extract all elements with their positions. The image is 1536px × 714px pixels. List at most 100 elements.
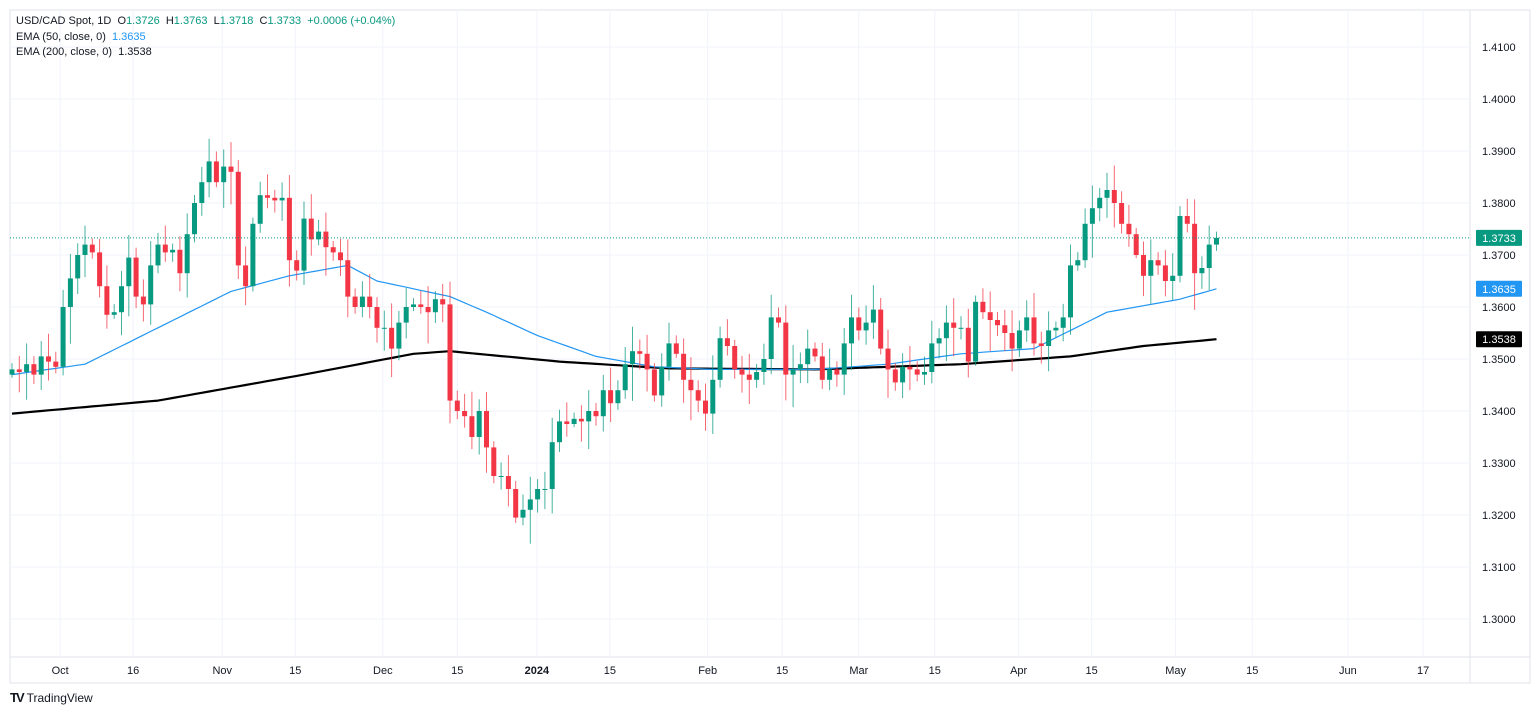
- candle[interactable]: [805, 329, 811, 384]
- candle[interactable]: [987, 291, 993, 352]
- candle[interactable]: [549, 417, 555, 514]
- symbol-label[interactable]: USD/CAD Spot, 1D: [16, 15, 112, 27]
- candle[interactable]: [907, 346, 913, 391]
- candle[interactable]: [936, 328, 942, 359]
- candle[interactable]: [812, 342, 818, 362]
- candle[interactable]: [381, 310, 387, 351]
- candle[interactable]: [673, 335, 679, 358]
- candle[interactable]: [462, 393, 468, 428]
- candle[interactable]: [958, 316, 964, 340]
- candle[interactable]: [710, 355, 716, 434]
- candle[interactable]: [345, 239, 351, 318]
- candle[interactable]: [286, 175, 292, 287]
- candle[interactable]: [783, 305, 789, 401]
- candle[interactable]: [75, 243, 81, 294]
- candle[interactable]: [206, 138, 212, 198]
- candle[interactable]: [900, 353, 906, 399]
- candle[interactable]: [170, 243, 176, 262]
- candle[interactable]: [352, 288, 358, 314]
- candle[interactable]: [221, 149, 227, 208]
- candle[interactable]: [703, 383, 708, 431]
- candle[interactable]: [571, 412, 577, 428]
- candle[interactable]: [126, 234, 132, 317]
- candle[interactable]: [432, 291, 438, 323]
- candle[interactable]: [177, 236, 183, 292]
- candle[interactable]: [38, 341, 44, 390]
- candle[interactable]: [841, 328, 847, 396]
- candle[interactable]: [995, 311, 1000, 336]
- candle[interactable]: [688, 357, 694, 421]
- candle[interactable]: [630, 326, 635, 401]
- candle[interactable]: [505, 455, 511, 507]
- candle[interactable]: [60, 289, 66, 376]
- candle[interactable]: [1053, 321, 1059, 338]
- candle[interactable]: [1126, 204, 1132, 247]
- candle[interactable]: [608, 367, 614, 423]
- candle[interactable]: [1038, 331, 1044, 364]
- candle[interactable]: [235, 160, 241, 280]
- candle[interactable]: [1060, 303, 1066, 342]
- candle[interactable]: [695, 380, 701, 413]
- candle[interactable]: [140, 279, 146, 322]
- candle[interactable]: [776, 307, 781, 328]
- candle[interactable]: [374, 297, 380, 343]
- candle[interactable]: [148, 240, 154, 325]
- candle[interactable]: [878, 297, 884, 355]
- candle[interactable]: [520, 494, 526, 526]
- candle[interactable]: [1009, 310, 1015, 372]
- candle[interactable]: [1141, 241, 1146, 297]
- candle[interactable]: [359, 281, 365, 318]
- candle[interactable]: [389, 303, 395, 378]
- candle[interactable]: [403, 288, 409, 339]
- candle[interactable]: [192, 194, 197, 243]
- candle[interactable]: [637, 339, 643, 370]
- candle[interactable]: [856, 307, 862, 341]
- candle[interactable]: [914, 361, 920, 382]
- candle[interactable]: [724, 319, 730, 356]
- candle[interactable]: [542, 471, 548, 510]
- candle[interactable]: [301, 201, 307, 285]
- candle[interactable]: [892, 363, 898, 391]
- candle[interactable]: [754, 363, 760, 388]
- candle[interactable]: [97, 238, 103, 298]
- candle[interactable]: [761, 343, 767, 385]
- candle[interactable]: [447, 281, 453, 424]
- candle[interactable]: [162, 225, 168, 262]
- candle[interactable]: [1199, 256, 1205, 289]
- candle[interactable]: [1119, 191, 1125, 234]
- candle[interactable]: [265, 174, 270, 209]
- candle[interactable]: [367, 273, 373, 319]
- candle[interactable]: [651, 363, 657, 402]
- candle[interactable]: [469, 391, 475, 450]
- candle[interactable]: [1075, 252, 1081, 271]
- candle[interactable]: [659, 353, 665, 407]
- candle[interactable]: [1170, 253, 1176, 300]
- candle[interactable]: [323, 212, 329, 276]
- candle[interactable]: [155, 232, 161, 274]
- candle[interactable]: [1031, 292, 1037, 356]
- candle[interactable]: [82, 225, 88, 278]
- candle[interactable]: [870, 285, 876, 339]
- candle[interactable]: [943, 305, 949, 362]
- candle[interactable]: [1162, 250, 1168, 297]
- candle[interactable]: [593, 402, 599, 426]
- candle[interactable]: [498, 462, 504, 490]
- candle[interactable]: [644, 334, 650, 392]
- candle[interactable]: [834, 361, 840, 387]
- candle[interactable]: [578, 405, 584, 442]
- candle[interactable]: [67, 253, 73, 344]
- candle[interactable]: [513, 480, 519, 523]
- candle[interactable]: [797, 352, 803, 384]
- candle[interactable]: [586, 390, 592, 450]
- candle[interactable]: [1046, 311, 1052, 372]
- candle[interactable]: [1148, 239, 1154, 304]
- candle[interactable]: [1133, 227, 1139, 259]
- candle[interactable]: [973, 295, 979, 366]
- tradingview-logo[interactable]: TV TradingView: [10, 690, 93, 705]
- candle[interactable]: [228, 142, 234, 205]
- candle[interactable]: [790, 344, 796, 408]
- candle[interactable]: [965, 308, 971, 378]
- candle[interactable]: [89, 238, 95, 259]
- candle[interactable]: [294, 250, 300, 281]
